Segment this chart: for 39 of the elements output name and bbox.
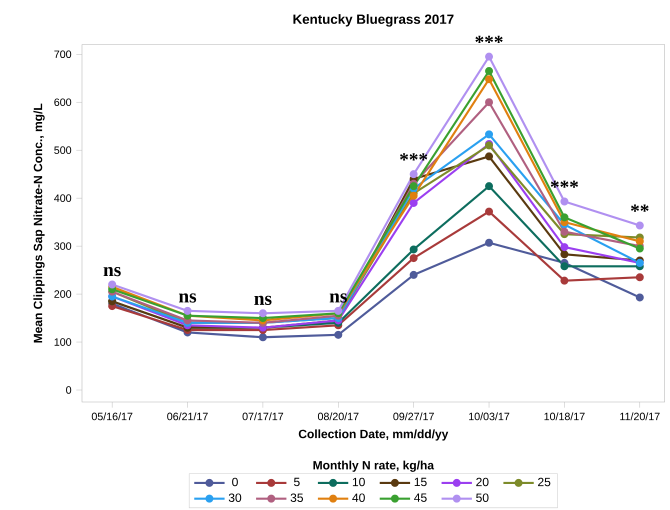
- annotation: ns: [254, 296, 272, 305]
- y-tick-label: 700: [54, 50, 72, 58]
- y-axis-title: Mean Clippings Sap Nitrate-N Conc., mg/L: [33, 104, 45, 343]
- legend-label: 50: [476, 493, 489, 502]
- annotation: ns: [330, 293, 347, 303]
- legend-title: Monthly N rate, kg/ha: [313, 460, 434, 472]
- legend-label: 30: [228, 493, 242, 502]
- y-tick-label: 400: [54, 194, 72, 202]
- x-tick-label: 07/17/17: [242, 412, 284, 420]
- y-tick-label: 500: [54, 146, 72, 154]
- annotation: **: [630, 204, 649, 212]
- y-tick-label: 300: [54, 242, 72, 250]
- x-tick-label: 10/18/17: [544, 412, 585, 420]
- legend-label: 35: [290, 493, 303, 502]
- legend-label: 15: [414, 478, 427, 486]
- legend-label: 20: [476, 478, 489, 486]
- legend-label: 25: [538, 478, 550, 486]
- legend-label: 5: [294, 478, 300, 486]
- x-axis-title: Collection Date, mm/dd/yy: [298, 429, 448, 441]
- y-tick-label: 600: [54, 98, 72, 106]
- x-tick-label: 05/16/17: [92, 412, 132, 420]
- annotation: ***: [475, 36, 503, 43]
- annotation: ***: [550, 180, 578, 188]
- x-tick-label: 09/27/17: [393, 412, 434, 420]
- x-tick-label: 08/20/17: [318, 412, 359, 420]
- annotation: ns: [104, 266, 121, 276]
- x-tick-label: 06/21/17: [167, 412, 208, 420]
- y-tick-label: 0: [66, 386, 72, 394]
- legend-label: 40: [352, 493, 365, 502]
- legend-label: 0: [232, 478, 238, 486]
- y-tick-label: 200: [54, 290, 72, 298]
- legend-label: 10: [352, 478, 365, 486]
- annotation: ns: [178, 293, 196, 303]
- x-tick-label: 10/03/17: [469, 412, 510, 420]
- annotation: ***: [400, 153, 428, 160]
- legend-label: 45: [414, 494, 427, 502]
- y-tick-label: 100: [54, 338, 72, 346]
- x-tick-label: 11/20/17: [620, 412, 660, 420]
- chart-title: Kentucky Bluegrass 2017: [293, 14, 454, 27]
